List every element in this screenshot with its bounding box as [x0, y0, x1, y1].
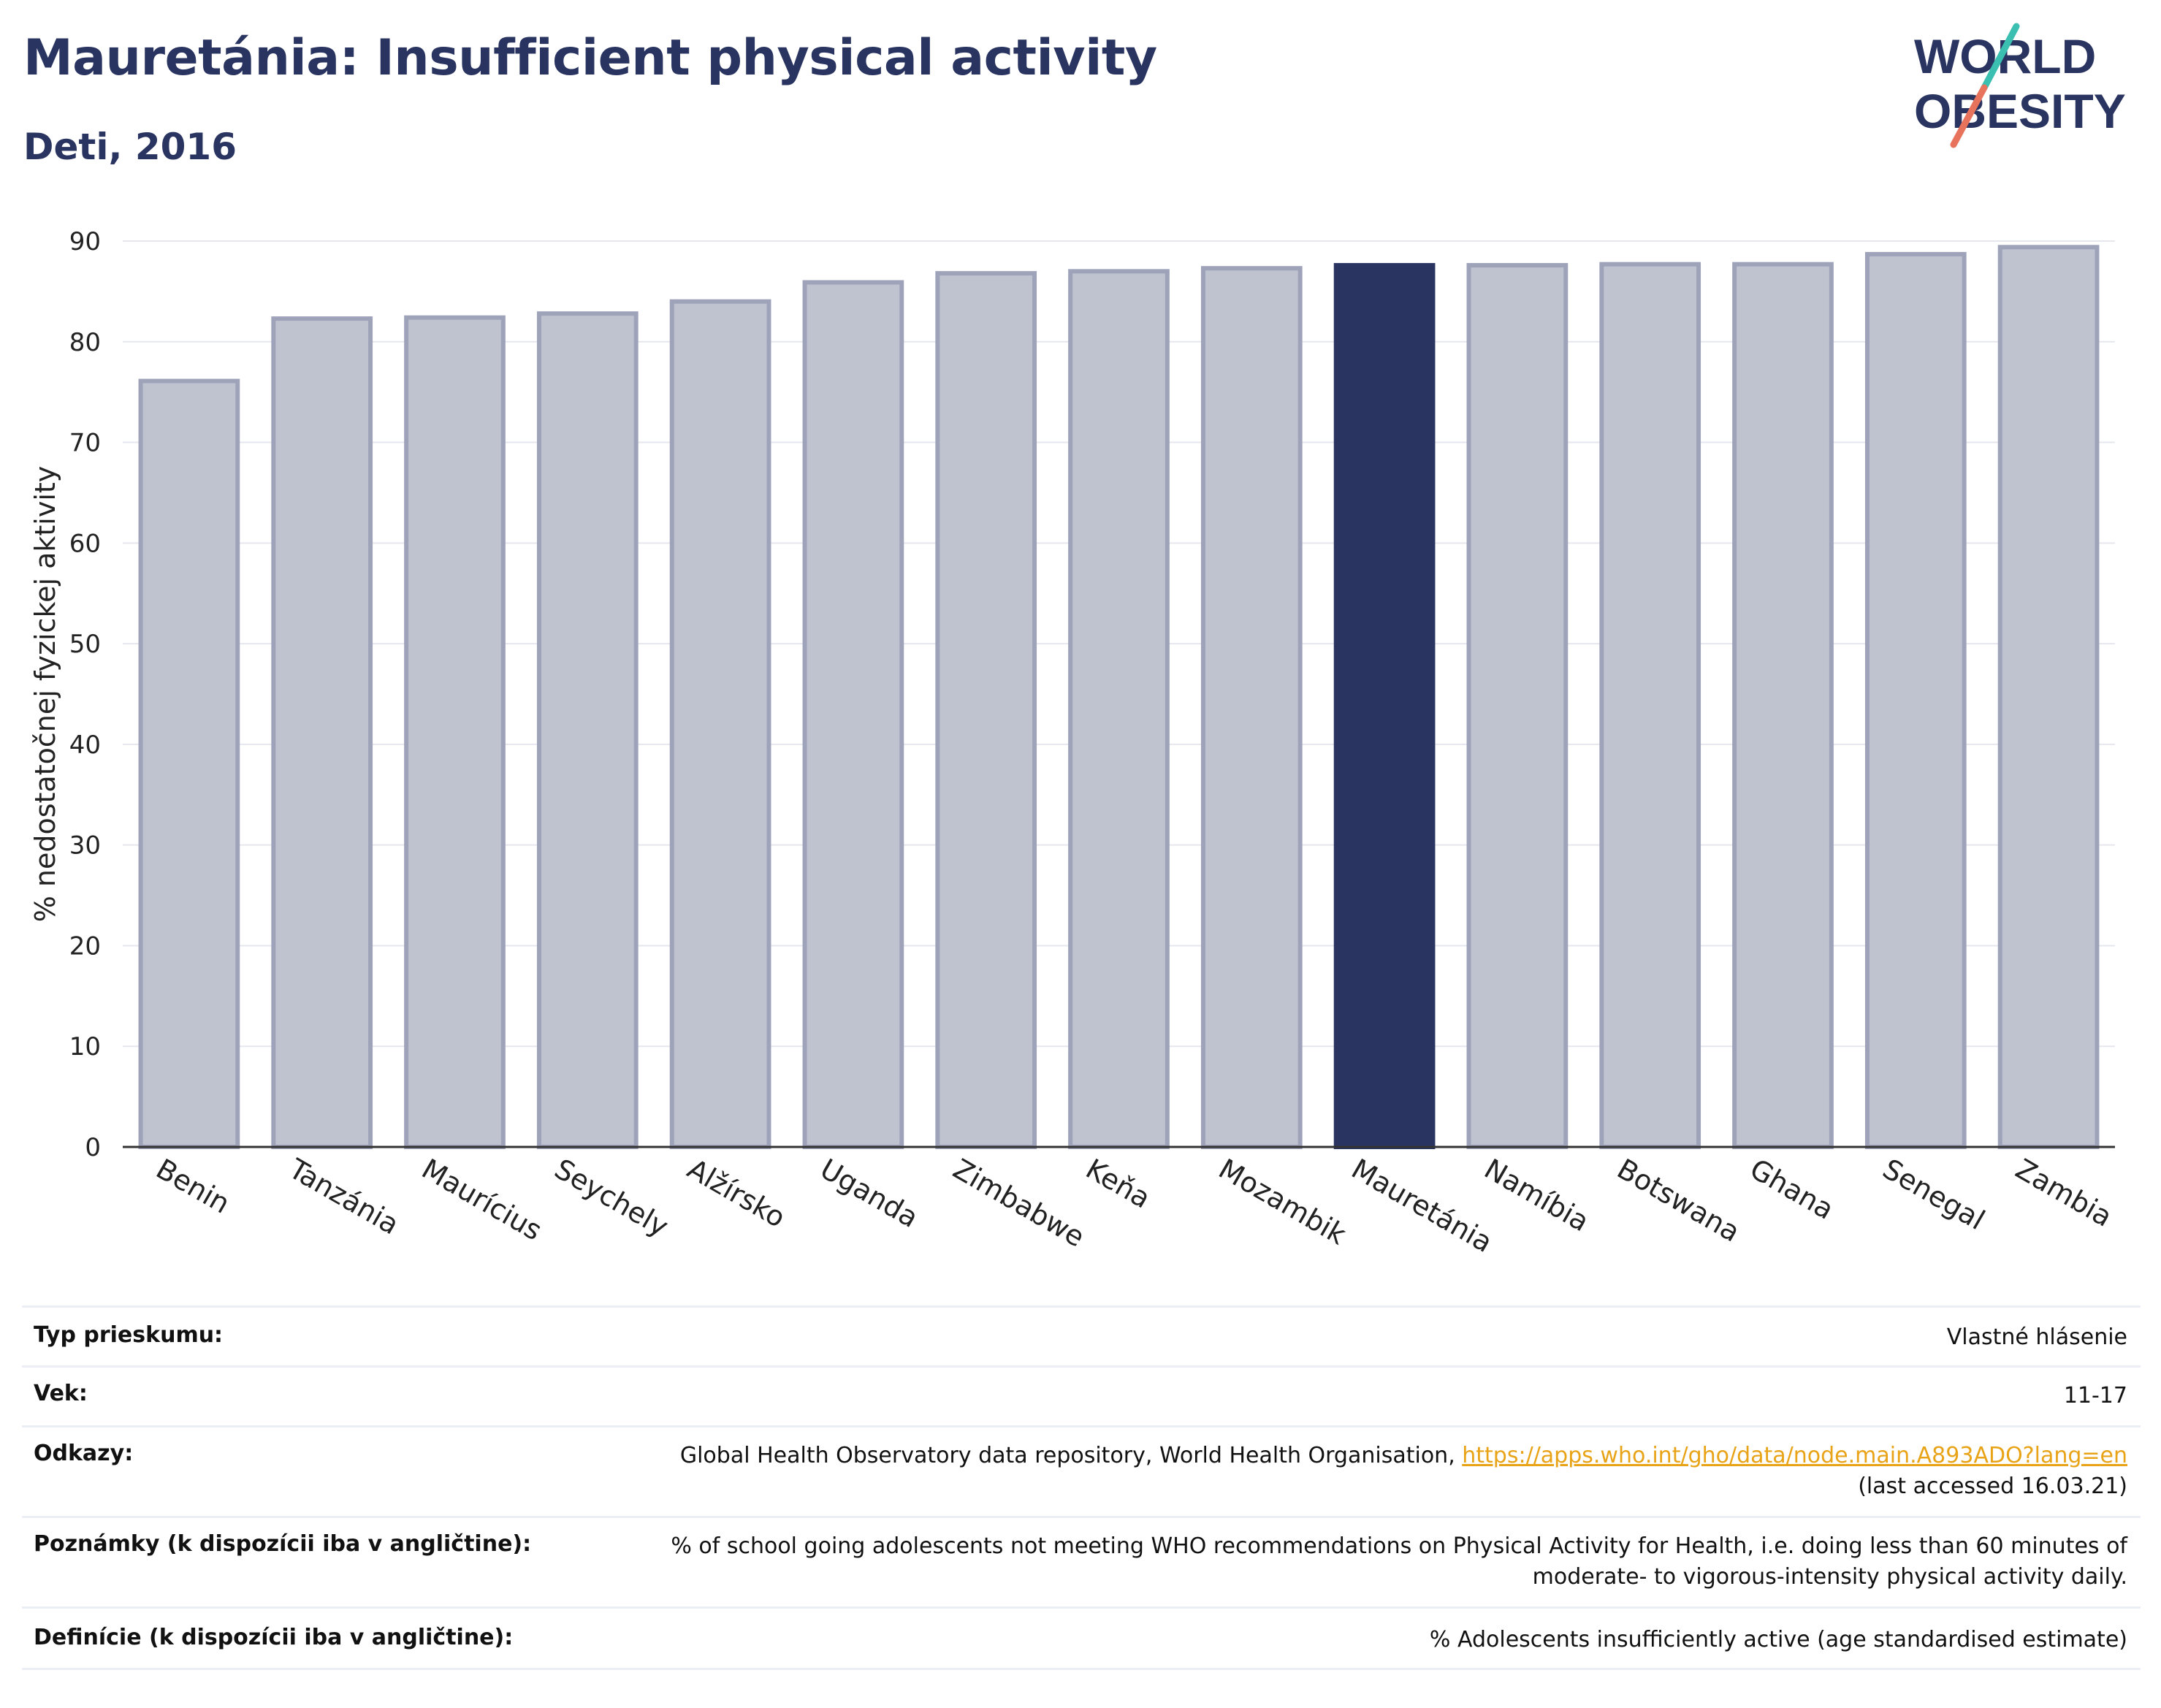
references-row: Odkazy: Global Health Observatory data r… — [22, 1427, 2141, 1518]
logo-slash-coral — [1950, 84, 1988, 148]
x-tick-label: Zambia — [2011, 1153, 2118, 1233]
bar-highlight — [1333, 263, 1436, 1150]
y-tick-label: 90 — [69, 227, 101, 256]
page-subtitle: Deti, 2016 — [23, 126, 237, 168]
page-title: Mauretánia: Insufficient physical activi… — [23, 29, 1157, 87]
notes-value: % of school going adolescents not meetin… — [671, 1531, 2141, 1593]
bar — [1200, 266, 1303, 1150]
y-tick-label: 80 — [69, 328, 101, 357]
bar — [1599, 262, 1701, 1150]
definitions-row: Definície (k dispozícii iba v angličtine… — [22, 1609, 2141, 1670]
notes-row: Poznámky (k dispozícii iba v angličtine)… — [22, 1518, 2141, 1609]
y-tick-label: 30 — [69, 831, 101, 861]
bar — [1466, 263, 1569, 1150]
logo-line2: OBESITY — [1914, 84, 2126, 138]
y-tick-label: 70 — [69, 429, 101, 458]
x-tick-label: Ghana — [1745, 1153, 1840, 1226]
bar — [404, 315, 506, 1150]
definitions-label: Definície (k dispozícii iba v angličtine… — [34, 1625, 514, 1650]
bar — [1732, 262, 1834, 1150]
references-link[interactable]: https://apps.who.int/gho/data/node.main.… — [1462, 1443, 2127, 1468]
x-tick-label: Seychely — [549, 1153, 674, 1243]
references-text: Global Health Observatory data repositor… — [679, 1443, 1463, 1468]
logo-slash-teal — [1981, 23, 2020, 91]
survey-type-label: Typ prieskumu: — [34, 1322, 224, 1348]
y-tick-label: 10 — [69, 1032, 101, 1061]
x-tick-label: Mauretánia — [1346, 1153, 1498, 1259]
x-tick-label: Alžírsko — [682, 1153, 791, 1234]
bar — [1864, 251, 1967, 1149]
references-accessed: (last accessed 16.03.21) — [1858, 1473, 2127, 1499]
x-tick-label: Benin — [150, 1153, 235, 1220]
references-label: Odkazy: — [34, 1441, 134, 1466]
y-tick-label: 0 — [85, 1133, 101, 1162]
x-tick-label: Zimbabwe — [948, 1153, 1090, 1254]
bar — [138, 378, 240, 1149]
x-tick-label: Namíbia — [1479, 1153, 1594, 1238]
definitions-value: % Adolescents insufficiently active (age… — [1429, 1627, 2127, 1652]
bar — [669, 299, 771, 1150]
age-row: Vek: 11-17 — [22, 1368, 2141, 1427]
x-tick-label: Maurícius — [416, 1153, 547, 1247]
notes-line1: % of school going adolescents not meetin… — [671, 1533, 2127, 1559]
logo-line1: WORLD — [1914, 29, 2096, 83]
notes-line2: moderate- to vigorous-intensity physical… — [1532, 1564, 2127, 1590]
x-tick-label: Botswana — [1612, 1153, 1745, 1248]
x-tick-label: Uganda — [815, 1153, 923, 1234]
y-tick-label: 20 — [69, 931, 101, 961]
y-axis-label: % nedostatočnej fyzickej aktivity — [29, 466, 61, 923]
bar — [935, 271, 1037, 1150]
y-tick-label: 60 — [69, 529, 101, 558]
references-value: Global Health Observatory data repositor… — [680, 1441, 2141, 1502]
age-value: 11-17 — [2063, 1383, 2127, 1408]
x-tick-label: Keňa — [1080, 1153, 1156, 1215]
y-tick-label: 50 — [69, 630, 101, 659]
x-tick-label: Tanzánia — [283, 1152, 404, 1240]
bar — [802, 280, 904, 1149]
x-tick-label: Senegal — [1878, 1153, 1990, 1237]
notes-label: Poznámky (k dispozícii iba v angličtine)… — [34, 1531, 532, 1557]
bar — [536, 311, 639, 1150]
bar-chart: 0 10 20 30 40 50 60 70 80 90 % nedostatočnej fyzic… — [29, 227, 2118, 1259]
age-label: Vek: — [34, 1381, 88, 1406]
bar — [1068, 269, 1170, 1149]
y-tick-label: 40 — [69, 731, 101, 760]
survey-type-row: Typ prieskumu: Vlastné hlásenie — [22, 1308, 2141, 1368]
info-table: Typ prieskumu: Vlastné hlásenie Vek: 11-… — [22, 1305, 2141, 1670]
x-tick-label: Mozambik — [1213, 1153, 1352, 1251]
bar — [1997, 245, 2100, 1149]
world-obesity-logo: WORLD OBESITY — [1914, 23, 2126, 148]
bar — [271, 316, 373, 1150]
survey-type-value: Vlastné hlásenie — [1946, 1324, 2127, 1350]
